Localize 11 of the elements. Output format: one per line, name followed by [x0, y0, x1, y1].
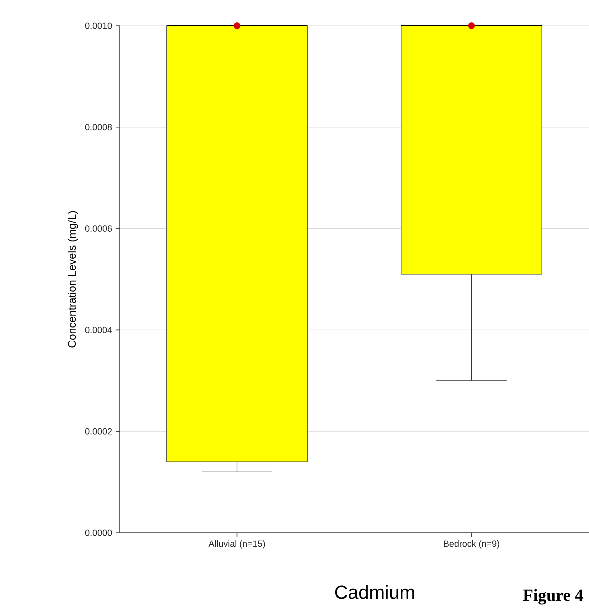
x-tick-label: Alluvial (n=15)	[208, 540, 266, 549]
y-tick-label: 0.0004	[85, 327, 112, 334]
caption: Figure 4	[523, 589, 584, 605]
y-tick-label: 0.0008	[85, 124, 112, 131]
x-tick-label: Bedrock (n=9)	[444, 540, 500, 549]
y-axis-title: Concentration Levels (mg/L)	[68, 211, 78, 348]
y-tick-label: 0.0006	[85, 226, 112, 232]
text: Cadmium	[335, 585, 414, 600]
y-tick-label: 0.0000	[85, 530, 112, 536]
y-tick-label: 0.0002	[85, 428, 112, 435]
y-tick-label: 0.0010	[85, 22, 112, 30]
